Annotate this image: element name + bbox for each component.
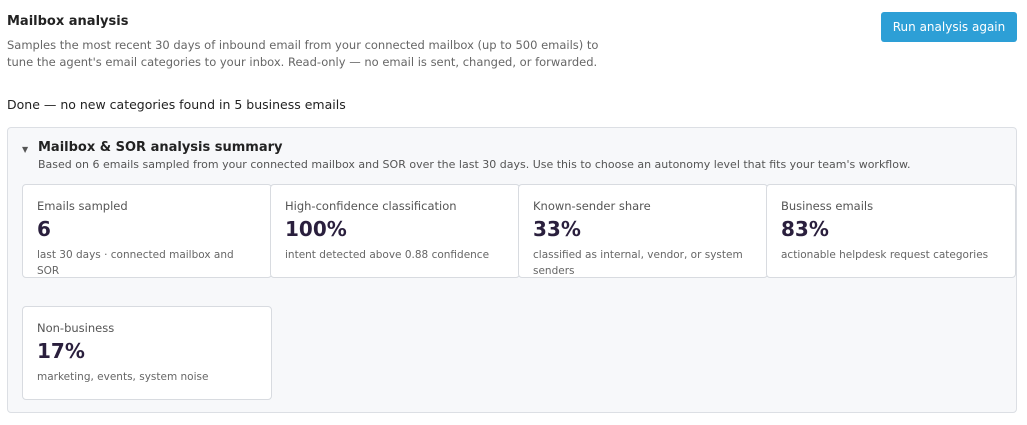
metric-note: intent detected above 0.88 confidence (285, 249, 490, 261)
collapse-caret[interactable]: ▼ (22, 145, 29, 154)
metric-note: classified as internal, vendor, or syste… (533, 249, 743, 277)
title: Mailbox analysis (7, 14, 129, 29)
metric-value: 17% (37, 339, 85, 363)
status: Done — no new categories found in 5 busi… (7, 97, 346, 112)
metric-label: Non-business (37, 321, 115, 335)
metric-value: 33% (533, 217, 581, 241)
run-button[interactable]: Run analysis again (881, 12, 1017, 42)
metric-value: 100% (285, 217, 347, 241)
description: Samples the most recent 30 days of inbou… (7, 38, 599, 69)
summary-panel: ▼ Mailbox & SOR analysis summary Based o… (7, 127, 1017, 413)
metric-label: Emails sampled (37, 199, 128, 213)
summary-subtitle: Based on 6 emails sampled from your conn… (38, 158, 911, 171)
metric-note: last 30 days · connected mailbox and SOR (37, 249, 234, 277)
metric-note: actionable helpdesk request categories (781, 249, 989, 261)
metric-value: 83% (781, 217, 829, 241)
metric-card: Emails sampled 6 last 30 days · connected … (22, 184, 272, 278)
summary-title[interactable]: Mailbox & SOR analysis summary (38, 140, 283, 155)
metric-value: 6 (37, 217, 51, 241)
metric-card: Non-business 17% marketing, events, system… (22, 306, 272, 400)
metric-label: High-confidence classification (285, 199, 457, 213)
metric-note: marketing, events, system noise (37, 371, 209, 383)
metric-label: Business emails (781, 199, 874, 213)
metric-label: Known-sender share (533, 199, 651, 213)
metric-card: High-confidence classification 100% intent… (270, 184, 520, 278)
metric-card: Business emails 83% actionable helpdesk re… (766, 184, 1016, 278)
metric-card: Known-sender share 33% classified as inter… (518, 184, 768, 278)
